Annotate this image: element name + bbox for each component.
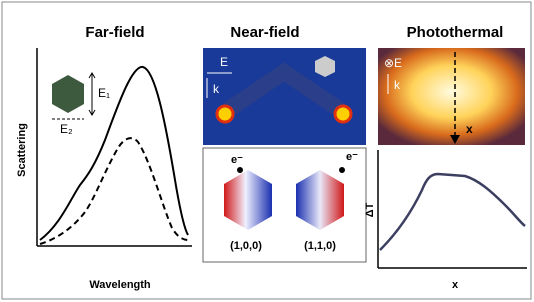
field-label: k [213, 82, 220, 96]
field-label: ⊗E [384, 56, 402, 70]
particle-icon [52, 75, 84, 113]
field-label: E [220, 55, 228, 69]
mode-label: (1,1,0) [304, 240, 336, 252]
dashed-curve [40, 138, 188, 244]
y-label: Scattering [16, 123, 28, 177]
panel-title: Far-field [85, 24, 144, 41]
mode-label: (1,0,0) [230, 240, 262, 252]
panel-title: Photothermal [407, 24, 504, 41]
hotspot [217, 106, 233, 122]
y-label: ΔT [364, 202, 376, 217]
field-label: k [394, 78, 401, 92]
panel-title: Near-field [230, 24, 299, 41]
hotspot [335, 106, 351, 122]
polarization: E₁ [98, 86, 110, 100]
electron [237, 167, 243, 173]
figure: Far-field Scattering Wavelength E₁ E₂ Ne… [0, 0, 534, 302]
profile-curve [380, 174, 525, 250]
electron [339, 167, 345, 173]
x-label: x [452, 279, 459, 291]
scan-label: x [466, 122, 473, 136]
charge-label: e⁻ [346, 151, 358, 163]
polarization: E₂ [60, 122, 73, 136]
charge-label: e⁻ [231, 154, 243, 166]
x-label: Wavelength [89, 279, 151, 291]
